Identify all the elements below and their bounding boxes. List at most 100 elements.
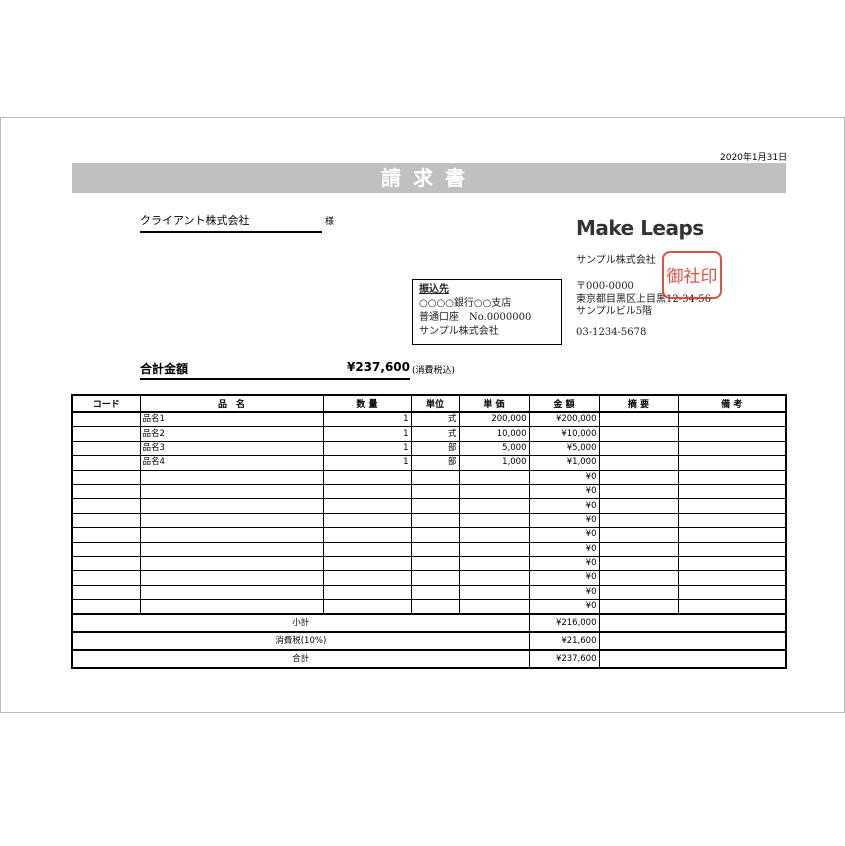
company-address2: サンプルビル5階 — [576, 306, 653, 317]
company-seal: 御社印 — [662, 251, 722, 299]
cell-code — [71, 599, 141, 615]
cell-name — [139, 469, 324, 485]
total-label: 合計金額 — [140, 362, 189, 376]
invoice-title: 請求書 — [72, 163, 786, 193]
cell-price: 10,000 — [458, 426, 530, 442]
cell-qty — [322, 498, 412, 514]
cell-note — [677, 483, 787, 500]
cell-name — [139, 527, 324, 543]
cell-qty — [322, 469, 412, 485]
cell-name — [139, 541, 324, 557]
cell-unit: 式 — [410, 411, 460, 428]
cell-qty: 1 — [322, 411, 412, 428]
column-header: 数 量 — [322, 394, 412, 413]
cell-unit — [410, 469, 460, 485]
invoice-date: 2020年1月31日 — [720, 153, 788, 163]
cell-note — [677, 469, 787, 485]
cell-amount: ¥0 — [528, 599, 600, 615]
summary-label: 消費税(10%) — [71, 631, 530, 651]
cell-note — [677, 599, 787, 615]
cell-price — [458, 541, 530, 557]
cell-note — [677, 512, 787, 529]
column-header: 金 額 — [528, 394, 600, 413]
table-row: ¥0 — [71, 584, 787, 601]
total-amount-block: 合計金額 ¥237,600 — [140, 360, 410, 380]
cell-price — [458, 527, 530, 543]
cell-price — [458, 570, 530, 586]
column-header: 品 名 — [139, 394, 324, 413]
cell-note — [677, 584, 787, 601]
cell-desc — [598, 541, 679, 557]
cell-name — [139, 584, 324, 601]
company-phone: 03-1234-5678 — [576, 327, 647, 338]
cell-note — [677, 455, 787, 471]
cell-note — [677, 541, 787, 557]
cell-qty: 1 — [322, 455, 412, 471]
cell-code — [71, 483, 141, 500]
cell-code — [71, 584, 141, 601]
cell-code — [71, 570, 141, 586]
bank-line1: ○○○○銀行○○支店 — [419, 298, 512, 309]
cell-amount: ¥10,000 — [528, 426, 600, 442]
cell-note — [677, 411, 787, 428]
cell-unit — [410, 527, 460, 543]
company-logo: Make Leaps — [576, 216, 704, 240]
cell-amount: ¥200,000 — [528, 411, 600, 428]
cell-price — [458, 584, 530, 601]
cell-name: 品名2 — [139, 426, 324, 442]
cell-code — [71, 469, 141, 485]
table-row: ¥0 — [71, 599, 787, 615]
cell-unit — [410, 483, 460, 500]
cell-desc — [598, 440, 679, 457]
cell-name — [139, 498, 324, 514]
cell-amount: ¥0 — [528, 541, 600, 557]
client-honorific: 様 — [325, 217, 335, 227]
cell-price — [458, 599, 530, 615]
cell-desc — [598, 599, 679, 615]
cell-code — [71, 426, 141, 442]
summary-row: 小計 ¥216,000 — [71, 613, 787, 633]
cell-desc — [598, 555, 679, 572]
cell-name — [139, 512, 324, 529]
cell-note — [677, 426, 787, 442]
cell-amount: ¥0 — [528, 498, 600, 514]
cell-price: 5,000 — [458, 440, 530, 457]
cell-desc — [598, 584, 679, 601]
table-row: ¥0 — [71, 498, 787, 514]
company-name: サンプル株式会社 — [576, 255, 656, 266]
cell-unit — [410, 599, 460, 615]
column-header: 単位 — [410, 394, 460, 413]
summary-blank — [598, 613, 787, 633]
cell-unit — [410, 541, 460, 557]
summary-amount: ¥237,600 — [528, 649, 600, 669]
cell-price — [458, 498, 530, 514]
bank-line3: サンプル株式会社 — [419, 326, 499, 337]
cell-desc — [598, 469, 679, 485]
cell-amount: ¥5,000 — [528, 440, 600, 457]
cell-note — [677, 498, 787, 514]
company-postal: 〒000-0000 — [576, 281, 634, 292]
cell-unit — [410, 555, 460, 572]
cell-price — [458, 512, 530, 529]
cell-note — [677, 440, 787, 457]
cell-qty — [322, 512, 412, 529]
table-row: ¥0 — [71, 512, 787, 529]
cell-price — [458, 469, 530, 485]
client-name: クライアント株式会社 — [140, 212, 322, 233]
cell-name — [139, 483, 324, 500]
cell-unit — [410, 512, 460, 529]
cell-qty: 1 — [322, 426, 412, 442]
cell-desc — [598, 570, 679, 586]
tax-note: (消費税込) — [412, 366, 456, 376]
cell-unit — [410, 570, 460, 586]
column-header: 備 考 — [677, 394, 787, 413]
cell-code — [71, 512, 141, 529]
cell-name — [139, 570, 324, 586]
total-amount: ¥237,600 — [346, 360, 410, 374]
cell-qty — [322, 483, 412, 500]
cell-qty — [322, 527, 412, 543]
cell-note — [677, 570, 787, 586]
cell-qty — [322, 555, 412, 572]
cell-amount: ¥0 — [528, 584, 600, 601]
cell-desc — [598, 512, 679, 529]
